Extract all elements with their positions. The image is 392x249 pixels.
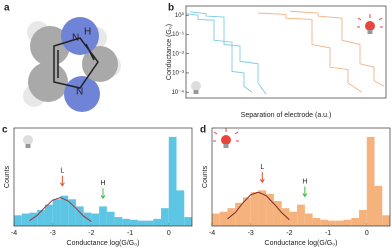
plot-frame xyxy=(185,5,387,99)
y-axis-label: Counts xyxy=(202,165,209,188)
trace xyxy=(185,13,253,93)
annotation-arrow xyxy=(302,186,308,198)
histogram-bar xyxy=(29,212,38,226)
histogram-bar xyxy=(366,136,375,226)
plot-frame xyxy=(211,127,391,227)
y-tick-label: 10⁻⁴ xyxy=(172,89,185,96)
x-tick-label: -1 xyxy=(127,230,133,237)
histogram-bar xyxy=(312,217,321,226)
histogram-bar xyxy=(176,190,185,226)
annotation: L xyxy=(60,168,64,175)
x-tick-label: -4 xyxy=(209,230,215,237)
x-axis-label: Conductance log(G/G₀) xyxy=(265,240,338,247)
histogram-bar xyxy=(37,209,45,226)
histogram-bar xyxy=(184,217,192,226)
histogram-bar xyxy=(351,217,360,226)
histogram-bar xyxy=(289,211,298,226)
histogram-bar xyxy=(153,218,162,226)
histogram-bar xyxy=(14,215,22,226)
histogram-bar xyxy=(359,209,367,226)
plot-frame xyxy=(13,127,193,227)
y-tick-label: 10⁻¹ xyxy=(172,32,184,38)
annotation: H xyxy=(302,178,307,185)
annotation-arrow xyxy=(259,172,265,184)
x-tick-label: -1 xyxy=(325,230,331,237)
histogram-bar xyxy=(242,197,251,226)
histogram-bar xyxy=(335,220,344,226)
bulb-icon xyxy=(213,128,239,148)
x-axis-label: Separation of electrode (a.u.) xyxy=(241,112,332,119)
panel-letter: c xyxy=(2,125,8,136)
histogram-bar xyxy=(382,215,390,226)
bulb-icon xyxy=(191,81,201,94)
histogram-bar xyxy=(44,204,53,226)
atom-label: H xyxy=(84,27,91,38)
histogram-bar xyxy=(106,211,115,226)
histogram-bar xyxy=(328,220,336,226)
histogram-bar xyxy=(219,211,228,226)
fit-curve xyxy=(227,191,290,221)
histogram-bar xyxy=(273,201,282,226)
histogram-bar xyxy=(374,185,383,226)
histogram-bar xyxy=(60,195,69,226)
trace xyxy=(189,11,267,95)
histogram-bar xyxy=(21,213,30,226)
bulb-icon xyxy=(23,135,33,148)
bulb-icon xyxy=(357,14,383,34)
x-tick-label: -4 xyxy=(11,230,17,237)
y-axis-label: Counts xyxy=(4,165,11,188)
annotation: H xyxy=(100,180,105,187)
histogram-bar xyxy=(161,208,169,226)
histogram-bar xyxy=(130,219,138,226)
annotation: L xyxy=(260,164,264,171)
histogram-bar xyxy=(281,208,290,226)
fit-curve xyxy=(29,196,92,222)
histogram-bar xyxy=(266,193,274,226)
x-tick-label: -3 xyxy=(50,230,56,237)
y-tick-label: 10⁰ xyxy=(175,12,185,19)
histogram-bar xyxy=(168,136,177,226)
trace xyxy=(257,12,363,93)
histogram-bar xyxy=(145,220,154,226)
panel-letter: d xyxy=(200,125,206,136)
histogram-bar xyxy=(137,220,146,226)
histogram-bar xyxy=(235,202,243,226)
histogram-bar xyxy=(250,192,259,226)
histogram-bar xyxy=(114,217,123,226)
histogram-bar xyxy=(320,219,329,226)
histogram-bar xyxy=(297,204,305,226)
histogram-bar xyxy=(91,213,100,226)
x-tick-label: 0 xyxy=(365,230,369,237)
x-tick-label: 0 xyxy=(167,230,171,237)
histogram-bar xyxy=(99,206,107,226)
annotation-arrow xyxy=(100,188,106,200)
trace xyxy=(289,10,385,87)
histogram-bar xyxy=(227,208,236,226)
histogram-bar xyxy=(52,199,61,226)
y-axis-label: Conductance (G₀) xyxy=(166,24,173,80)
histogram-bar xyxy=(343,219,352,226)
atom-label: N xyxy=(76,87,83,98)
histogram-bar xyxy=(122,218,131,226)
y-tick-label: 10⁻² xyxy=(172,51,184,57)
histogram-bar xyxy=(212,213,220,226)
x-tick-label: -3 xyxy=(248,230,254,237)
x-tick-label: -2 xyxy=(88,230,94,237)
panel-letter: b xyxy=(168,3,174,14)
x-tick-label: -2 xyxy=(286,230,292,237)
atom-label: N xyxy=(72,33,79,44)
y-tick-label: 10⁻³ xyxy=(172,71,184,77)
panel-letter: a xyxy=(4,3,10,14)
molecule xyxy=(23,17,121,112)
histogram-bar xyxy=(304,213,313,226)
histogram-bar xyxy=(68,199,76,226)
histogram-bar xyxy=(258,190,267,226)
histogram-bar xyxy=(75,206,84,226)
annotation-arrow xyxy=(59,175,65,187)
x-axis-label: Conductance log(G/G₀) xyxy=(67,240,140,247)
